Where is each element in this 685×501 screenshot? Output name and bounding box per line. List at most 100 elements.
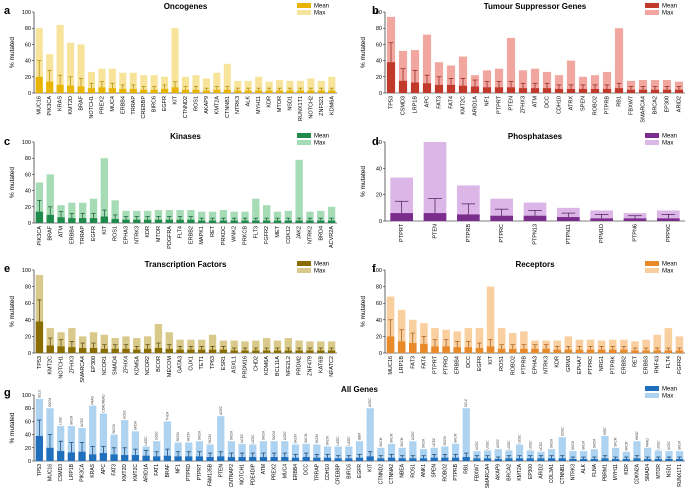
bar-max (165, 332, 173, 353)
bar-mean (327, 350, 336, 353)
bar-mean (213, 89, 221, 93)
x-tick-label: ESR1 (221, 356, 227, 370)
bar-max (317, 80, 325, 93)
bar-max (121, 420, 129, 461)
bar-mean (111, 218, 119, 223)
bar-mean (79, 348, 87, 353)
bar-mean (223, 89, 231, 93)
bar-top-label: UCEC (667, 440, 671, 450)
bar-mean (441, 457, 449, 461)
bar-max (89, 198, 98, 223)
bar-mean (46, 447, 54, 461)
y-axis-label: % mutated (9, 296, 16, 327)
bar-mean (273, 350, 282, 353)
bar-mean (77, 86, 85, 93)
bar-top-label: SKCM (304, 433, 308, 443)
x-tick-label: LRP1B (413, 96, 419, 114)
bar-top-label: SKCM (550, 439, 554, 449)
bar-mean (262, 220, 271, 223)
bar-max (68, 328, 76, 353)
x-tick-label: NCOR1 (102, 356, 108, 375)
bar-mean (642, 350, 650, 353)
bar-mean (597, 349, 606, 353)
bar-top-label: COADREAD (101, 394, 105, 413)
bar-max (286, 80, 294, 93)
chart-title: Transcription Factors (145, 260, 227, 269)
x-tick-label: BCL11A (275, 356, 281, 376)
bar-max (230, 211, 238, 223)
x-tick-label: FLNA (592, 463, 598, 476)
bar-mean (111, 348, 119, 353)
bar-max (633, 441, 641, 461)
x-tick-label: ASXL1 (232, 356, 238, 373)
x-tick-label: KRAS (58, 96, 64, 111)
bar-top-label: SKCM (400, 437, 404, 447)
bar-mean (206, 457, 214, 461)
bar-max (296, 80, 304, 93)
x-tick-label: MUC4 (110, 96, 116, 112)
legend-label-mean: Mean (662, 134, 677, 140)
bar-mean (675, 350, 684, 353)
legend-label-mean: Mean (314, 134, 329, 140)
bar-top-label: HNSC (635, 430, 639, 440)
x-tick-label: EPHA3 (123, 226, 129, 244)
bar-mean (590, 218, 613, 221)
bar-max (302, 443, 310, 461)
x-tick-label: NOTCH1 (240, 464, 246, 485)
x-tick-label: MTOR (156, 226, 162, 242)
bar-max (590, 449, 598, 461)
bar-mean (227, 457, 236, 461)
x-tick-label: ERBB4 (455, 356, 461, 374)
x-tick-label: ARID2 (677, 96, 683, 112)
bar-max (306, 211, 314, 223)
x-tick-label: PTPN6 (633, 224, 639, 242)
bar-mean (464, 347, 473, 353)
bar-top-label: UCEC (560, 427, 564, 437)
bar-mean (140, 89, 148, 93)
y-tick-label: 100 (22, 268, 31, 274)
bar-mean (35, 435, 43, 461)
x-tick-label: CTNND2 (183, 96, 189, 118)
bar-max (642, 339, 650, 353)
y-tick-label: 0 (28, 221, 31, 227)
x-tick-label: CNTNAP2 (229, 464, 235, 488)
x-tick-label: APC (425, 96, 431, 107)
x-tick-label: FAM135B (208, 463, 214, 486)
bar-max (422, 34, 432, 93)
bar-mean (665, 459, 673, 461)
bar-mean (650, 89, 660, 93)
bar-mean (483, 458, 492, 461)
chart-title: Oncogenes (164, 2, 208, 11)
bar-mean (67, 85, 75, 93)
bar-mean (230, 350, 238, 353)
x-tick-label: FAT3 (112, 464, 118, 476)
bar-max (227, 441, 236, 461)
bar-max (98, 68, 106, 93)
bar-mean (547, 458, 556, 461)
bar-mean (345, 458, 353, 461)
bar-max (244, 80, 252, 93)
x-tick-label: CREBBP (141, 96, 147, 119)
y-tick-label: 100 (22, 10, 31, 16)
bar-max (520, 331, 528, 353)
chart-title: All Genes (341, 385, 378, 394)
bar-top-label: THCA (165, 411, 169, 421)
bar-top-label: SKCM (443, 436, 447, 446)
x-tick-label: CTNNB1 (225, 96, 231, 118)
bar-max (676, 451, 684, 461)
y-axis-label: % mutated (360, 296, 367, 327)
bar-max (119, 72, 127, 93)
bar-mean (181, 89, 190, 93)
bar-max (273, 211, 282, 223)
bar-max (334, 446, 342, 461)
bar-top-label: PAAD (646, 438, 650, 447)
bar-max (631, 341, 639, 353)
bar-mean (328, 90, 336, 93)
bar-mean (252, 350, 260, 353)
bar-mean (284, 220, 292, 223)
bar-top-label: UCEC (539, 441, 543, 451)
x-tick-label: COL3A1 (549, 464, 555, 483)
bar-max (217, 416, 225, 461)
x-tick-label: ANK1 (421, 464, 427, 477)
